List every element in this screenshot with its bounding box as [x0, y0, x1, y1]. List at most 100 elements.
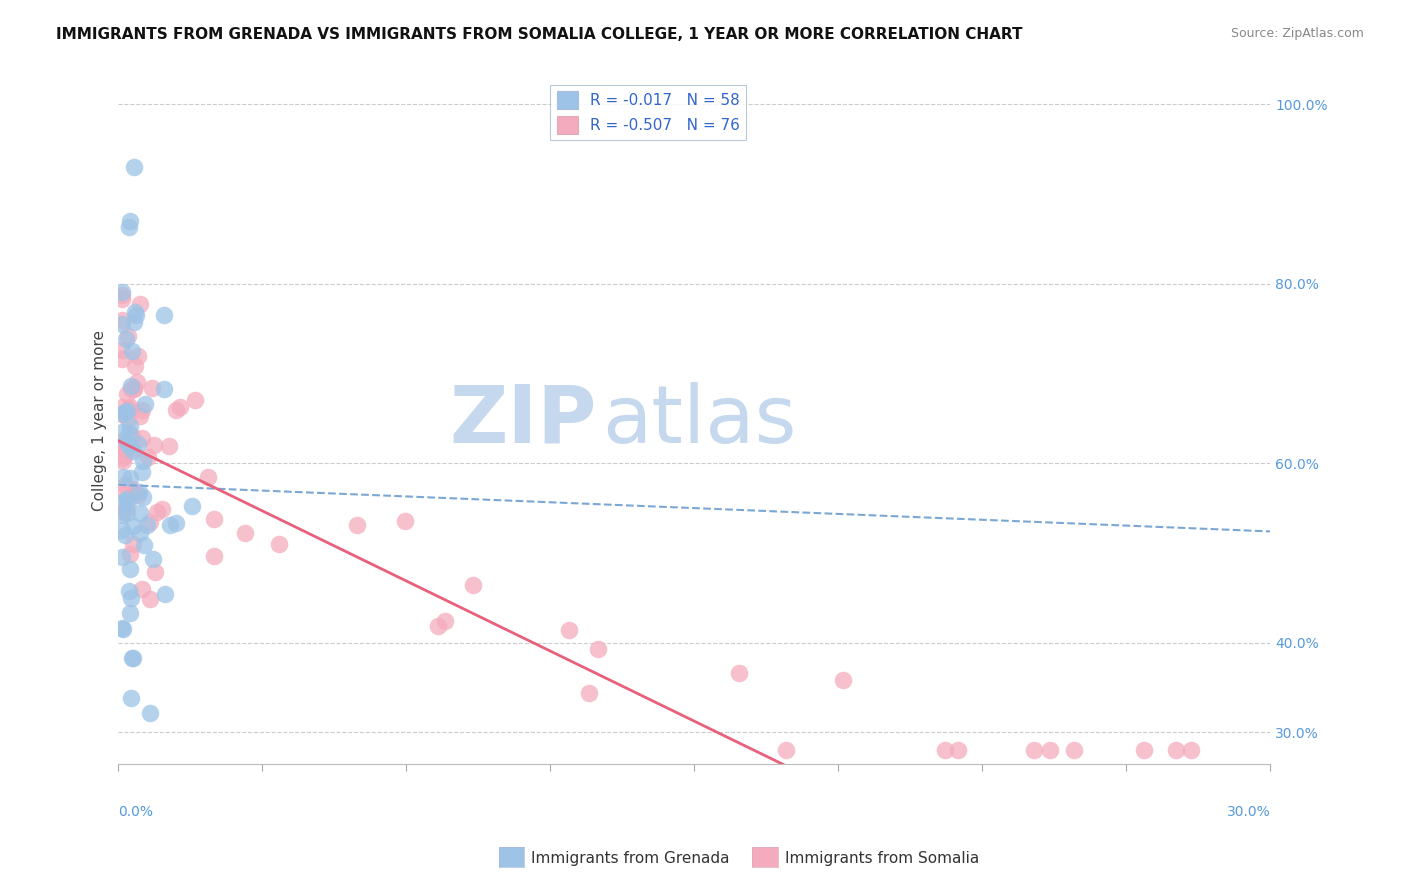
Point [180, 499, 202, 513]
Point [135, 518, 157, 533]
Point [934, 743, 956, 757]
Point [115, 506, 138, 520]
Point [204, 549, 226, 563]
Point [122, 519, 145, 533]
Point [138, 706, 160, 720]
Point [146, 505, 169, 519]
Point [111, 621, 134, 635]
Point [117, 491, 139, 506]
Point [1133, 743, 1156, 757]
Point [267, 537, 290, 551]
Point [118, 547, 141, 561]
Point [831, 673, 853, 688]
Point [125, 309, 148, 323]
Point [111, 285, 134, 299]
Point [139, 515, 162, 529]
Point [117, 412, 139, 426]
Text: IMMIGRANTS FROM GRENADA VS IMMIGRANTS FROM SOMALIA COLLEGE, 1 YEAR OR MORE CORRE: IMMIGRANTS FROM GRENADA VS IMMIGRANTS FR… [56, 27, 1022, 42]
Point [153, 308, 176, 322]
Text: Immigrants from Somalia: Immigrants from Somalia [785, 851, 979, 865]
Point [118, 401, 141, 416]
Point [120, 379, 142, 393]
Point [184, 392, 207, 407]
Point [111, 313, 134, 327]
Point [124, 382, 146, 396]
Point [134, 397, 156, 411]
Point [121, 537, 143, 551]
Point [124, 359, 146, 374]
Point [169, 400, 191, 414]
Point [131, 402, 153, 417]
Point [204, 512, 226, 526]
Point [121, 442, 143, 456]
Point [121, 482, 143, 496]
Point [121, 650, 143, 665]
Point [111, 454, 134, 468]
Point [122, 315, 145, 329]
Point [233, 526, 256, 541]
Point [117, 329, 139, 343]
Point [111, 407, 134, 421]
Text: ZIP: ZIP [449, 382, 596, 459]
Point [121, 343, 143, 358]
Point [558, 624, 581, 638]
Point [111, 425, 134, 439]
Point [122, 160, 145, 174]
Point [157, 439, 180, 453]
Point [132, 453, 155, 467]
Point [129, 409, 152, 423]
Point [114, 332, 136, 346]
Point [111, 317, 134, 331]
Point [153, 587, 176, 601]
Point [139, 592, 162, 607]
Point [124, 485, 146, 500]
Point [131, 465, 153, 479]
Point [111, 288, 134, 302]
Text: Source: ZipAtlas.com: Source: ZipAtlas.com [1230, 27, 1364, 40]
Point [125, 376, 148, 390]
Point [138, 450, 160, 464]
Point [121, 429, 143, 443]
Point [111, 352, 134, 367]
Point [142, 438, 165, 452]
Point [114, 405, 136, 419]
Point [775, 743, 797, 757]
Point [111, 400, 134, 414]
Point [114, 500, 136, 515]
Point [118, 584, 141, 599]
Point [159, 518, 181, 533]
Point [1022, 743, 1045, 757]
Point [111, 523, 134, 537]
Point [120, 591, 142, 605]
Point [128, 297, 150, 311]
Point [121, 651, 143, 665]
Point [165, 516, 187, 530]
Point [118, 471, 141, 485]
Point [131, 431, 153, 445]
Point [122, 381, 145, 395]
Point [427, 618, 450, 632]
Point [129, 526, 152, 541]
Point [134, 538, 156, 552]
Point [111, 343, 134, 358]
Point [120, 690, 142, 705]
Point [111, 450, 134, 465]
Point [132, 490, 155, 504]
Point [118, 219, 141, 234]
Point [112, 449, 135, 463]
Point [111, 508, 134, 522]
Point [1039, 743, 1062, 757]
Point [112, 623, 135, 637]
Point [117, 434, 139, 449]
Point [128, 506, 150, 520]
Point [114, 485, 136, 500]
Point [117, 387, 139, 401]
Point [131, 582, 153, 597]
Point [727, 665, 749, 680]
Point [150, 502, 173, 516]
Point [111, 407, 134, 421]
Point [127, 488, 149, 502]
Point [114, 478, 136, 492]
Text: Immigrants from Grenada: Immigrants from Grenada [531, 851, 730, 865]
Point [118, 440, 141, 454]
